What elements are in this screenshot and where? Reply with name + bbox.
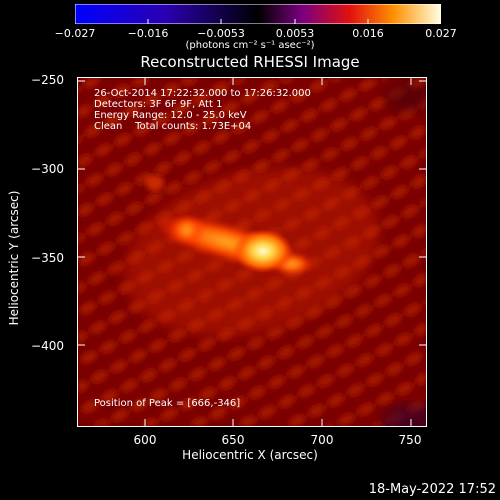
plot-frame — [77, 77, 427, 427]
info-clean-counts: Clean Total counts: 1.73E+04 — [94, 121, 252, 132]
info-energy-range: Energy Range: 12.0 - 25.0 keV — [94, 110, 247, 121]
x-tick-3: 700 — [310, 433, 334, 447]
x-tick-1: 600 — [133, 433, 157, 447]
rhessi-image — [77, 77, 427, 427]
x-tick-2: 650 — [221, 433, 245, 447]
colorbar-tick-5: 0.016 — [352, 27, 384, 40]
y-axis-label: Heliocentric Y (arcsec) — [7, 190, 21, 326]
colorbar-tick-3: −0.0053 — [197, 27, 245, 40]
colorbar-tick-1: −0.027 — [54, 27, 96, 40]
colorbar — [75, 4, 441, 24]
y-tick-2: −300 — [31, 162, 64, 176]
colorbar-tick-6: 0.027 — [425, 27, 457, 40]
colorbar-units: (photons cm⁻² s⁻¹ asec⁻²) — [185, 40, 315, 51]
colorbar-tick-2: −0.016 — [127, 27, 169, 40]
colorbar-tick-4: 0.0053 — [275, 27, 315, 40]
y-tick-3: −350 — [31, 251, 64, 265]
x-axis-label: Heliocentric X (arcsec) — [182, 448, 318, 462]
x-tick-4: 750 — [398, 433, 422, 447]
peak-source — [233, 229, 293, 273]
info-peak-position: Position of Peak = [666,-346] — [94, 398, 241, 409]
info-detectors: Detectors: 3F 6F 9F, Att 1 — [94, 99, 223, 110]
info-time-range: 26-Oct-2014 17:22:32.000 to 17:26:32.000 — [94, 88, 311, 99]
y-tick-1: −250 — [31, 73, 64, 87]
image-title: Reconstructed RHESSI Image — [140, 53, 360, 71]
y-tick-4: −400 — [31, 339, 64, 353]
generation-timestamp: 18-May-2022 17:52 — [368, 482, 496, 497]
